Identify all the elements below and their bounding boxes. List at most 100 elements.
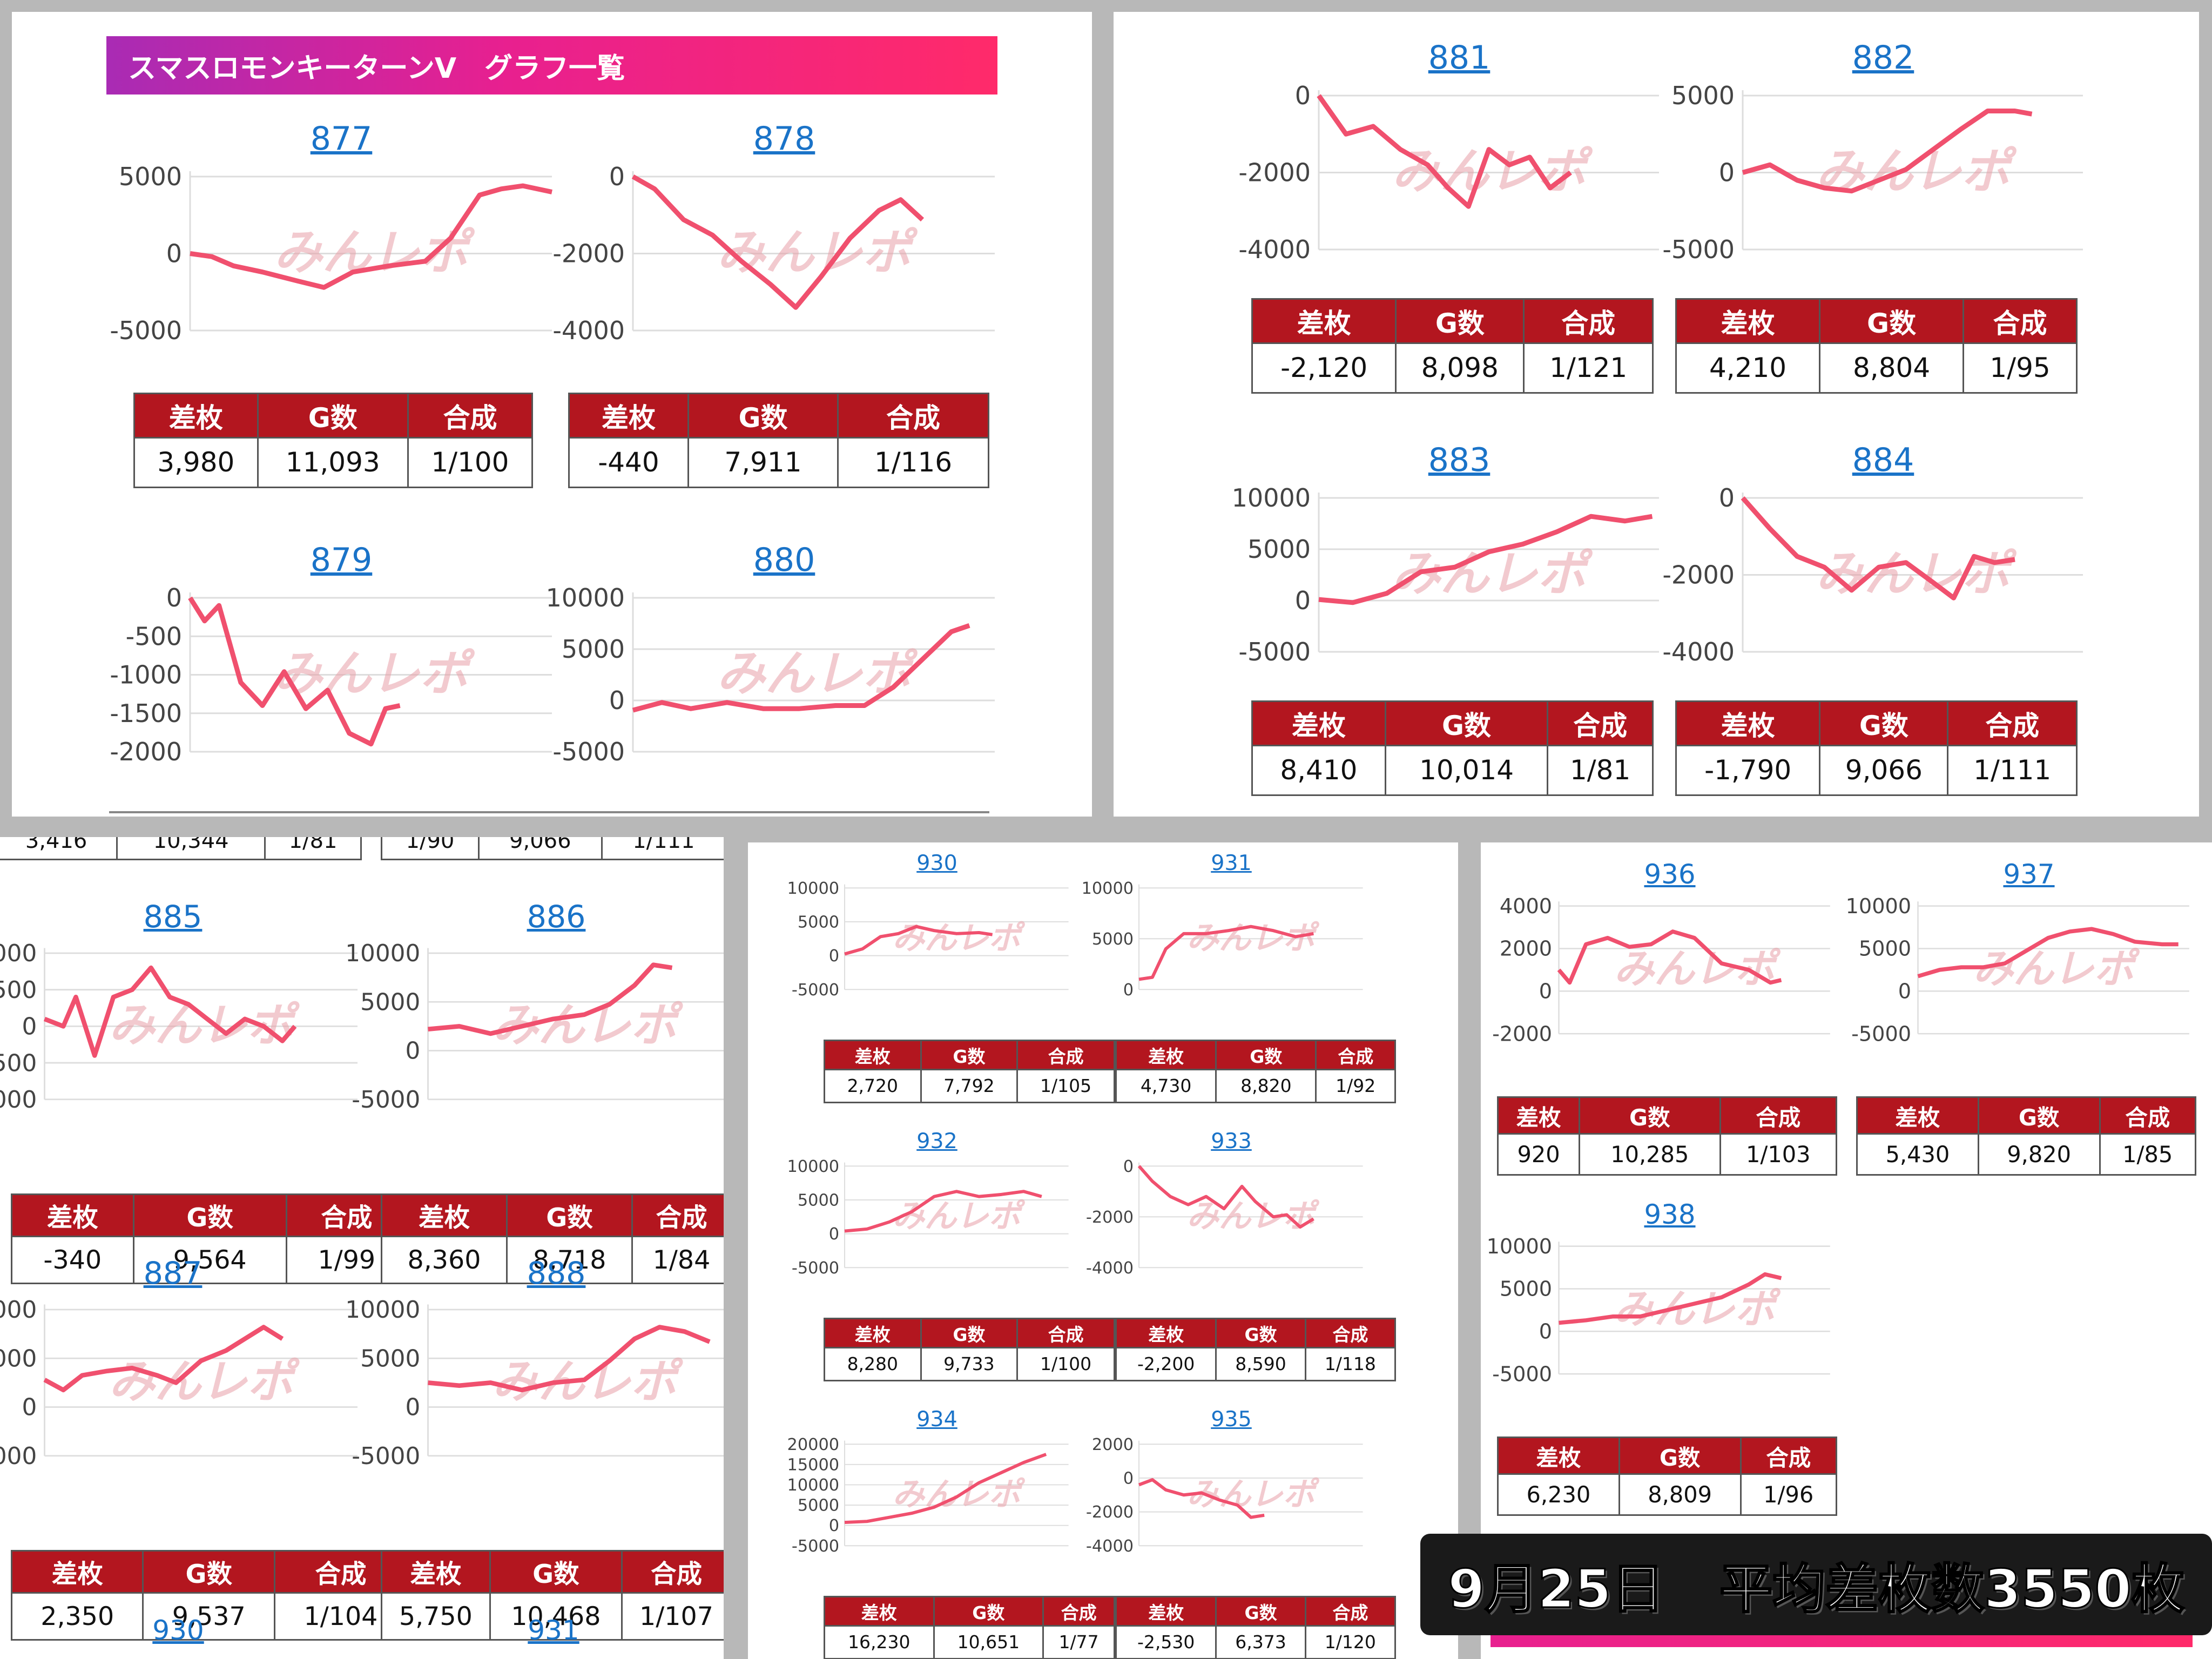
y-tick-label: 10000 (1082, 879, 1134, 898)
watermark-logo: みんレポ (717, 224, 918, 281)
stats-table: 差枚 G数 合成 8,280 9,733 1/100 (824, 1317, 1115, 1381)
combined-value: 1/100 (1016, 1347, 1115, 1381)
y-tick-label: 0 (609, 162, 625, 191)
machine-link-878[interactable]: 878 (753, 120, 815, 158)
y-tick-label: 000 (0, 1086, 37, 1114)
machine-link-936[interactable]: 936 (1644, 859, 1696, 890)
series-line (1138, 925, 1314, 981)
machine-link-938[interactable]: 938 (1644, 1199, 1696, 1230)
diff-header: 差枚 (1497, 1436, 1620, 1475)
combined-header: 合成 (2099, 1096, 2196, 1135)
diff-value: -340 (11, 1235, 134, 1285)
diff-header: 差枚 (824, 1039, 922, 1071)
games-value: 9,733 (920, 1347, 1019, 1381)
graph-card-883: 883 10000 5000 0 -5000 みんレポ 差枚 G数 合成 8,410 10,014 1… (1232, 441, 1681, 817)
y-tick-label: 10000 (787, 879, 840, 898)
games-value: 10,468 (489, 1591, 623, 1641)
combined-value: 1/107 (621, 1591, 724, 1641)
diff-value: -1,790 (1675, 745, 1821, 796)
games-value: 8,718 (505, 1235, 633, 1285)
machine-link-882[interactable]: 882 (1852, 39, 1914, 77)
graph-card-930: 930 10000 5000 0 -5000 みんレポ 差枚 G数 合成 2,720 7,792 1/… (787, 851, 1115, 1121)
machine-link-879[interactable]: 879 (310, 541, 373, 579)
machine-link-934[interactable]: 934 (916, 1407, 957, 1432)
y-tick-label: -5000 (792, 1259, 839, 1278)
y-tick-label: 0 (1295, 586, 1311, 615)
y-tick-label: -1500 (110, 699, 182, 728)
series-line (428, 962, 673, 1036)
games-header: G数 (1618, 1436, 1742, 1475)
combined-header: 合成 (837, 393, 989, 439)
series-line (844, 1453, 1047, 1525)
y-tick-label: -1000 (110, 660, 182, 690)
diff-header: 差枚 (824, 1595, 935, 1627)
y-tick-label: 5000 (798, 1191, 839, 1210)
machine-link-930[interactable]: 930 (152, 1615, 204, 1646)
y-tick-label: 0 (1719, 158, 1735, 187)
machine-link-933[interactable]: 933 (1211, 1129, 1252, 1154)
series-line (188, 596, 401, 747)
page-header: スマスロモンキーターンV グラフ一覧 (106, 36, 997, 95)
graph-card-932: 932 10000 5000 0 -5000 みんレポ 差枚 G数 合成 8,280 9,733 1/… (787, 1129, 1115, 1399)
combined-header: 合成 (407, 393, 534, 439)
line-chart: 0 -2000 -4000 みんレポ (552, 162, 995, 345)
machine-link-935[interactable]: 935 (1211, 1407, 1252, 1432)
machine-link-937[interactable]: 937 (2003, 859, 2055, 890)
graph-panel-5: 936 4000 2000 0 -2000 みんレポ 差枚 G数 合成 920 10,285 1/10… (1481, 842, 2212, 1659)
stats-table: 差枚 G数 合成 -2,200 8,590 1/118 (1115, 1317, 1397, 1381)
table-cell: 9,066 (477, 837, 603, 860)
diff-header: 差枚 (1251, 700, 1386, 746)
stats-table: 差枚 G数 合成 4,210 8,804 1/95 (1675, 298, 2078, 394)
machine-link-930[interactable]: 930 (916, 851, 957, 875)
y-tick-label: 15000 (787, 1455, 840, 1474)
y-tick-label: -5000 (352, 1086, 420, 1114)
games-header: G数 (1384, 700, 1549, 746)
watermark-logo: みんレポ (1614, 945, 1781, 992)
combined-value: 1/103 (1719, 1133, 1838, 1176)
stats-table: 差枚 G数 合成 2,720 7,792 1/105 (824, 1039, 1115, 1103)
machine-link-881[interactable]: 881 (1428, 39, 1491, 77)
stats-table: 差枚 G数 合成 8,410 10,014 1/81 (1251, 700, 1654, 796)
games-value: 8,098 (1395, 342, 1525, 394)
graph-panel-4: 930 10000 5000 0 -5000 みんレポ 差枚 G数 合成 2,720 7,792 1/… (748, 842, 1458, 1659)
games-header: G数 (1395, 298, 1525, 344)
games-header: G数 (933, 1595, 1044, 1627)
y-tick-label: 10000 (345, 940, 420, 967)
table-cell: 1/90 (381, 837, 480, 860)
table-cell: 1/111 (601, 837, 724, 860)
y-tick-label: -2000 (552, 239, 625, 268)
machine-link-932[interactable]: 932 (916, 1129, 957, 1154)
watermark-logo: みんレポ (492, 1355, 684, 1408)
machine-link-877[interactable]: 877 (310, 120, 373, 158)
y-tick-label: 0 (405, 1037, 420, 1064)
watermark-logo: みんレポ (893, 1198, 1026, 1235)
machine-link-887[interactable]: 887 (143, 1256, 203, 1291)
combined-header: 合成 (631, 1193, 724, 1237)
machine-link-884[interactable]: 884 (1852, 441, 1914, 479)
machine-link-883[interactable]: 883 (1428, 441, 1491, 479)
y-tick-label: -5000 (792, 981, 839, 1000)
games-header: G数 (132, 1193, 287, 1237)
line-chart: 10000 5000 0 -5000 みんレポ (787, 1157, 1069, 1278)
diff-value: 8,410 (1251, 745, 1386, 796)
machine-link-880[interactable]: 880 (753, 541, 815, 579)
machine-link-886[interactable]: 886 (527, 899, 586, 935)
combined-value: 1/95 (1963, 342, 2078, 394)
machine-link-931[interactable]: 931 (1211, 851, 1252, 875)
stats-table: 差枚 G数 合成 16,230 10,651 1/77 (824, 1595, 1115, 1659)
series-line (190, 183, 552, 290)
y-tick-label: 10000 (546, 583, 625, 612)
diff-value: 5,750 (381, 1591, 491, 1641)
diff-header: 差枚 (133, 393, 259, 439)
combined-header: 合成 (1016, 1317, 1115, 1349)
machine-link-931[interactable]: 931 (528, 1615, 579, 1646)
stats-table: 差枚 G数 合成 -2,530 6,373 1/120 (1115, 1595, 1397, 1659)
machine-link-888[interactable]: 888 (527, 1256, 586, 1291)
diff-header: 差枚 (11, 1193, 134, 1237)
stats-table: 差枚 G数 合成 -2,120 8,098 1/121 (1251, 298, 1654, 394)
games-value: 8,809 (1618, 1473, 1742, 1516)
machine-link-885[interactable]: 885 (143, 899, 203, 935)
y-tick-label: 0 (1123, 1469, 1134, 1488)
